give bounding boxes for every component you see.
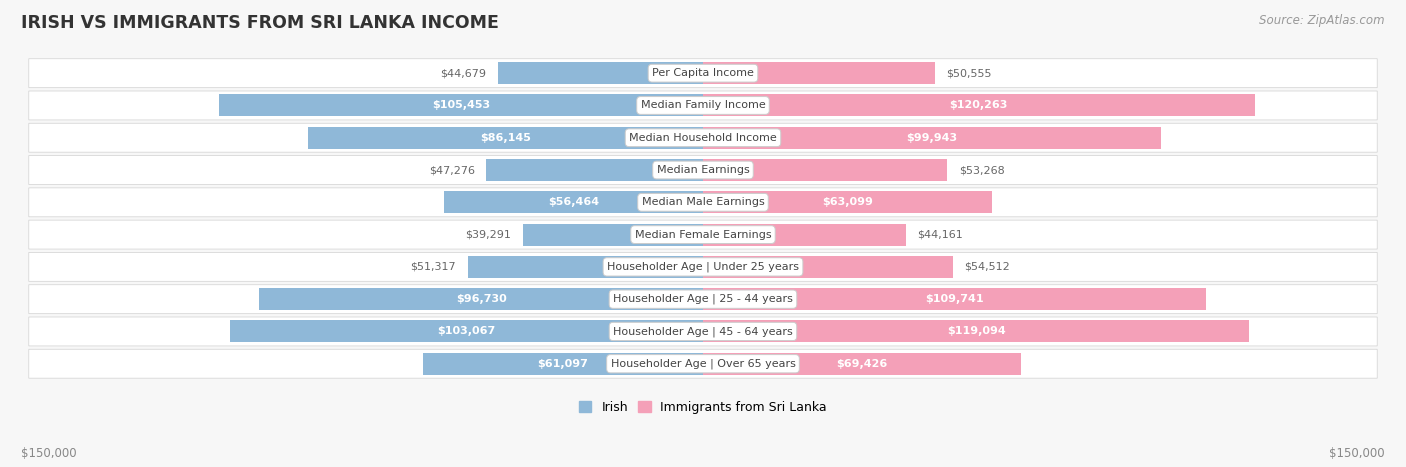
Text: $150,000: $150,000 [21,447,77,460]
Bar [703,94,1254,116]
Bar [219,94,703,116]
Text: Median Earnings: Median Earnings [657,165,749,175]
Bar [703,288,1206,310]
Text: $47,276: $47,276 [429,165,475,175]
Bar [486,159,703,181]
Text: $103,067: $103,067 [437,326,496,336]
FancyBboxPatch shape [28,285,1378,314]
Text: Householder Age | Under 25 years: Householder Age | Under 25 years [607,262,799,272]
Text: Median Family Income: Median Family Income [641,100,765,111]
Legend: Irish, Immigrants from Sri Lanka: Irish, Immigrants from Sri Lanka [574,396,832,419]
Text: Householder Age | 25 - 44 years: Householder Age | 25 - 44 years [613,294,793,304]
FancyBboxPatch shape [28,253,1378,281]
Text: $105,453: $105,453 [432,100,491,111]
Bar [231,320,703,342]
Text: $39,291: $39,291 [465,230,512,240]
Text: $51,317: $51,317 [411,262,456,272]
Bar [703,224,905,246]
FancyBboxPatch shape [28,188,1378,217]
Text: $44,679: $44,679 [440,68,486,78]
Text: Per Capita Income: Per Capita Income [652,68,754,78]
Text: $61,097: $61,097 [537,359,588,369]
Bar [523,224,703,246]
Text: $56,464: $56,464 [548,198,599,207]
Bar [703,159,948,181]
Text: $53,268: $53,268 [959,165,1004,175]
Text: Householder Age | Over 65 years: Householder Age | Over 65 years [610,359,796,369]
Bar [308,127,703,149]
Bar [703,256,953,278]
FancyBboxPatch shape [28,349,1378,378]
FancyBboxPatch shape [28,220,1378,249]
Text: Median Male Earnings: Median Male Earnings [641,198,765,207]
FancyBboxPatch shape [28,59,1378,88]
Text: $63,099: $63,099 [823,198,873,207]
Bar [703,127,1161,149]
Text: Median Household Income: Median Household Income [628,133,778,143]
Bar [703,191,993,213]
Text: $86,145: $86,145 [479,133,531,143]
Text: Householder Age | 45 - 64 years: Householder Age | 45 - 64 years [613,326,793,337]
Bar [468,256,703,278]
Text: Median Female Earnings: Median Female Earnings [634,230,772,240]
Bar [498,62,703,84]
Text: $50,555: $50,555 [946,68,991,78]
FancyBboxPatch shape [28,156,1378,184]
Text: $119,094: $119,094 [946,326,1005,336]
Bar [703,353,1021,375]
Text: $109,741: $109,741 [925,294,984,304]
Bar [423,353,703,375]
Bar [444,191,703,213]
Text: $150,000: $150,000 [1329,447,1385,460]
Text: $69,426: $69,426 [837,359,887,369]
Text: $44,161: $44,161 [917,230,963,240]
FancyBboxPatch shape [28,123,1378,152]
Bar [703,62,935,84]
Text: IRISH VS IMMIGRANTS FROM SRI LANKA INCOME: IRISH VS IMMIGRANTS FROM SRI LANKA INCOM… [21,14,499,32]
Text: $96,730: $96,730 [456,294,506,304]
FancyBboxPatch shape [28,91,1378,120]
Text: $54,512: $54,512 [965,262,1011,272]
Text: Source: ZipAtlas.com: Source: ZipAtlas.com [1260,14,1385,27]
Bar [703,320,1250,342]
Bar [259,288,703,310]
Text: $120,263: $120,263 [949,100,1008,111]
Text: $99,943: $99,943 [907,133,957,143]
FancyBboxPatch shape [28,317,1378,346]
